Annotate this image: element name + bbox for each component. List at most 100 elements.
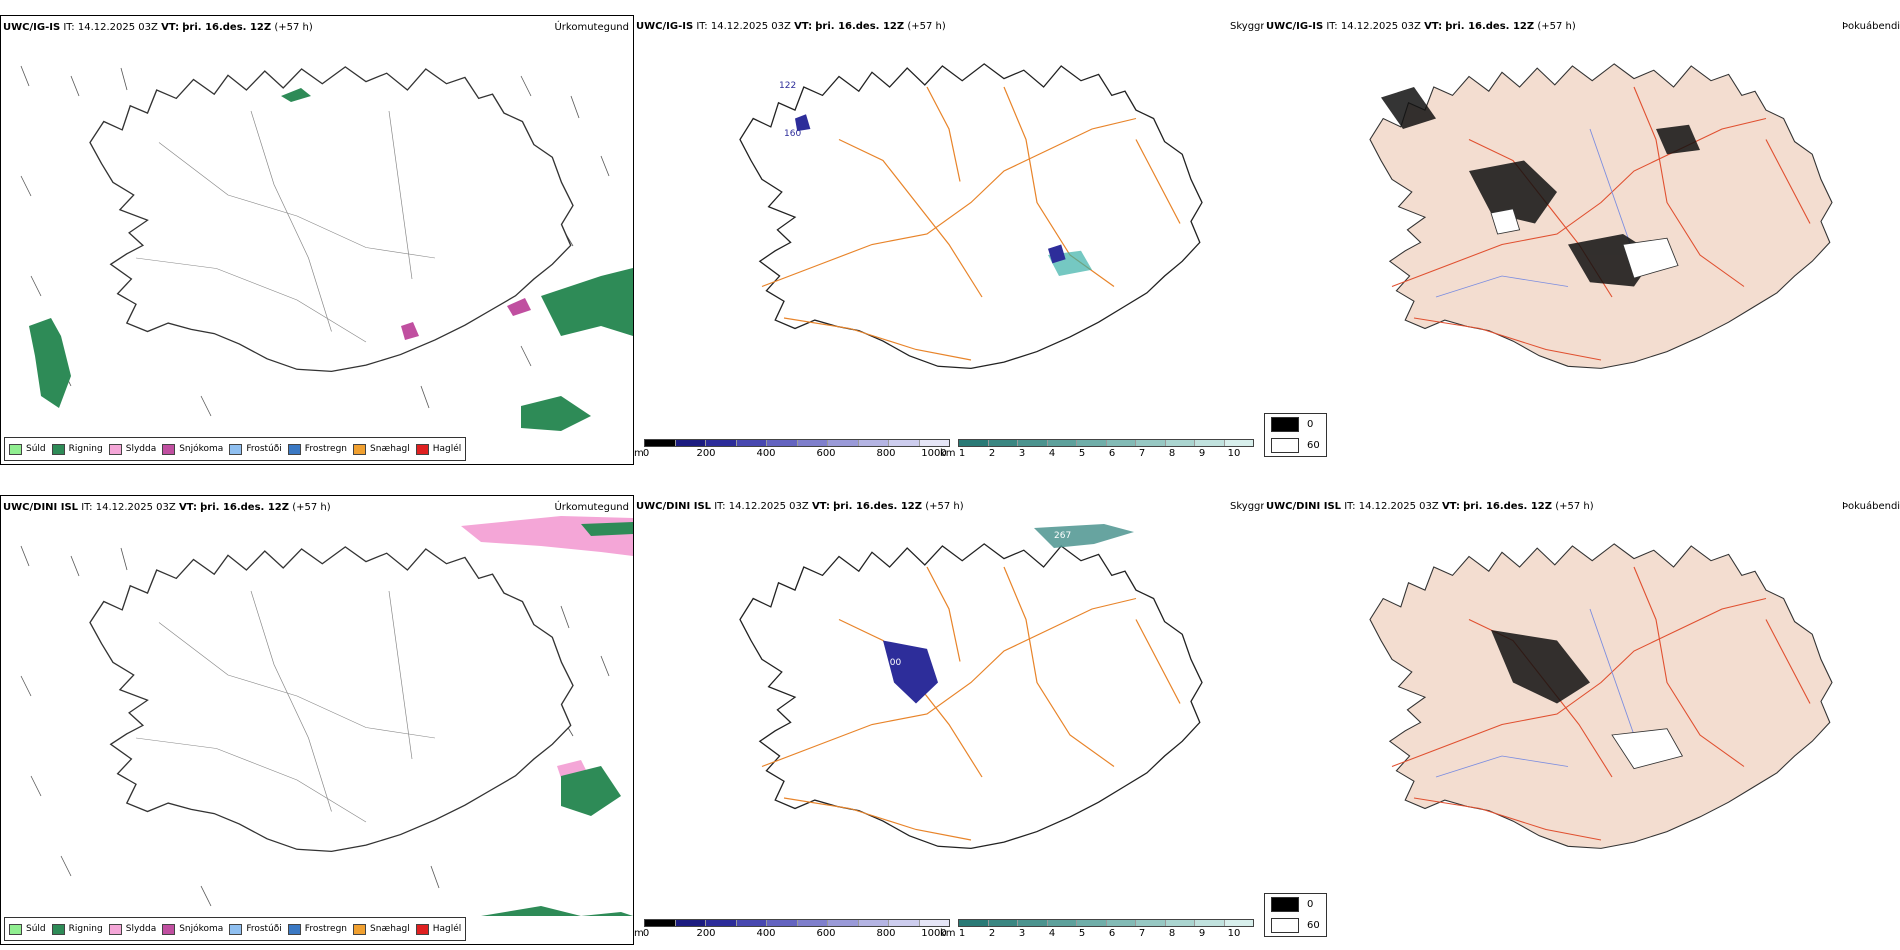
legend-label: Frostregn — [304, 924, 348, 934]
colorbar-segment — [1136, 440, 1166, 446]
panel-header: UWC/IG-IS IT: 14.12.2025 03Z VT: þri. 16… — [3, 22, 313, 33]
panel-title: Úrkomutegund — [554, 22, 629, 33]
fog-panel-row2: UWC/DINI ISL IT: 14.12.2025 03Z VT: þri.… — [1264, 495, 1900, 945]
lead-time: (+57 h) — [1537, 21, 1576, 32]
legend-label: Frostúði — [246, 924, 282, 934]
tick: 1 — [958, 928, 966, 939]
model-name: UWC/DINI ISL — [3, 502, 79, 513]
fog-legend-item: 60 — [1265, 435, 1326, 456]
precip-legend: Súld Rigning Slydda Snjókoma Frostúði Fr… — [4, 437, 467, 461]
colorbar-segment — [736, 440, 767, 446]
tick: 800 — [876, 928, 896, 939]
ceiling-panel-row2: UWC/DINI ISL IT: 14.12.2025 03Z VT: þri.… — [634, 495, 1264, 945]
ceiling-map: 122 160 — [739, 63, 1203, 370]
colorbar-segment — [828, 440, 859, 446]
swatch-frostudi — [229, 443, 243, 455]
colorbar-segment — [1224, 440, 1253, 446]
colorbar-segment — [706, 440, 737, 446]
tick: 3 — [1018, 928, 1026, 939]
panel-title: Skyggni — [1230, 501, 1264, 512]
swatch-haglel — [415, 443, 429, 455]
precip-panel-row1: UWC/IG-IS IT: 14.12.2025 03Z VT: þri. 16… — [0, 15, 634, 465]
colorbar-segment — [767, 440, 798, 446]
legend-label: Snæhagl — [370, 444, 410, 454]
legend-item: Haglél — [415, 923, 462, 935]
tick: 5 — [1078, 448, 1086, 459]
tick: 9 — [1198, 928, 1206, 939]
ceiling-value-label: 160 — [784, 129, 801, 139]
fog-map — [1369, 543, 1833, 849]
swatch-snjokoma — [162, 443, 176, 455]
colorbar-segment — [1018, 920, 1048, 926]
swatch-frostregn — [287, 443, 301, 455]
tick: 6 — [1108, 448, 1116, 459]
colorbar-segment — [1077, 920, 1107, 926]
colorbar-segment — [858, 440, 889, 446]
legend-item: Snæhagl — [353, 923, 410, 935]
fog-legend-item: 0 — [1265, 414, 1326, 435]
swatch-sudl — [9, 443, 22, 455]
legend-label: Slydda — [125, 444, 157, 454]
legend-label: Rigning — [68, 444, 103, 454]
tick: 9 — [1198, 448, 1206, 459]
tick: 0 — [642, 928, 650, 939]
colorbar-unit: m — [634, 928, 644, 939]
colorbar-segment — [1165, 440, 1195, 446]
swatch-rigning — [51, 923, 65, 935]
ceiling-map: 100 267 — [739, 524, 1203, 850]
tick: 2 — [988, 928, 996, 939]
fog-panel-row1: UWC/IG-IS IT: 14.12.2025 03Z VT: þri. 16… — [1264, 15, 1900, 465]
colorbar-segment — [645, 440, 676, 446]
legend-item: Frostregn — [287, 443, 348, 455]
legend-item: Slydda — [108, 923, 157, 935]
tick: 7 — [1138, 448, 1146, 459]
ceiling-panel-row1: UWC/IG-IS IT: 14.12.2025 03Z VT: þri. 16… — [634, 15, 1264, 465]
model-name: UWC/IG-IS — [3, 22, 61, 33]
legend-label: Haglél — [432, 444, 462, 454]
tick: 0 — [642, 448, 650, 459]
panel-header: UWC/DINI ISL IT: 14.12.2025 03Z VT: þri.… — [3, 502, 331, 513]
fog-swatch-0 — [1271, 897, 1299, 912]
colorbar-unit: km — [940, 928, 956, 939]
swatch-snjokoma — [162, 923, 176, 935]
tick: 400 — [756, 928, 776, 939]
tick: 400 — [756, 448, 776, 459]
legend-label: Haglél — [432, 924, 462, 934]
legend-item: Rigning — [51, 923, 103, 935]
fog-legend-label: 0 — [1307, 899, 1314, 910]
colorbar-segment — [736, 920, 767, 926]
lead-time: (+57 h) — [1555, 501, 1594, 512]
swatch-frostregn — [287, 923, 301, 935]
lead-time: (+57 h) — [274, 22, 313, 33]
tick: 3 — [1018, 448, 1026, 459]
swatch-frostudi — [229, 923, 243, 935]
colorbar-segment — [675, 920, 706, 926]
colorbar-bar — [644, 439, 950, 447]
colorbar-segment — [889, 440, 920, 446]
valid-time: þri. 16.des. 12Z — [182, 22, 272, 33]
legend-item: Frostúði — [229, 443, 282, 455]
tick: 4 — [1048, 448, 1056, 459]
valid-label: VT: — [1424, 21, 1443, 32]
ceiling-value-label: 100 — [884, 658, 901, 668]
init-time: IT: 14.12.2025 03Z — [714, 501, 809, 512]
legend-label: Slydda — [125, 924, 157, 934]
panel-header: UWC/IG-IS IT: 14.12.2025 03Z VT: þri. 16… — [636, 21, 946, 32]
colorbar-segment — [645, 920, 676, 926]
legend-label: Frostregn — [304, 444, 348, 454]
visibility-colorbar: km 1 2 3 4 5 6 7 8 9 10 — [940, 919, 1262, 943]
legend-label: Frostúði — [246, 444, 282, 454]
fog-legend-label: 60 — [1307, 920, 1320, 931]
legend-item: Frostúði — [229, 923, 282, 935]
precip-legend: Súld Rigning Slydda Snjókoma Frostúði Fr… — [4, 917, 467, 941]
legend-item: Snæhagl — [353, 443, 410, 455]
precip-map — [20, 516, 633, 916]
legend-item: Snjókoma — [162, 443, 223, 455]
legend-item: Súld — [9, 443, 46, 455]
tick: 2 — [988, 448, 996, 459]
tick: 1000 — [921, 448, 947, 459]
ceiling-value-label: 122 — [779, 81, 796, 91]
fog-legend-item: 60 — [1265, 915, 1326, 936]
valid-time: þri. 16.des. 12Z — [815, 21, 905, 32]
precip-map — [20, 65, 633, 431]
